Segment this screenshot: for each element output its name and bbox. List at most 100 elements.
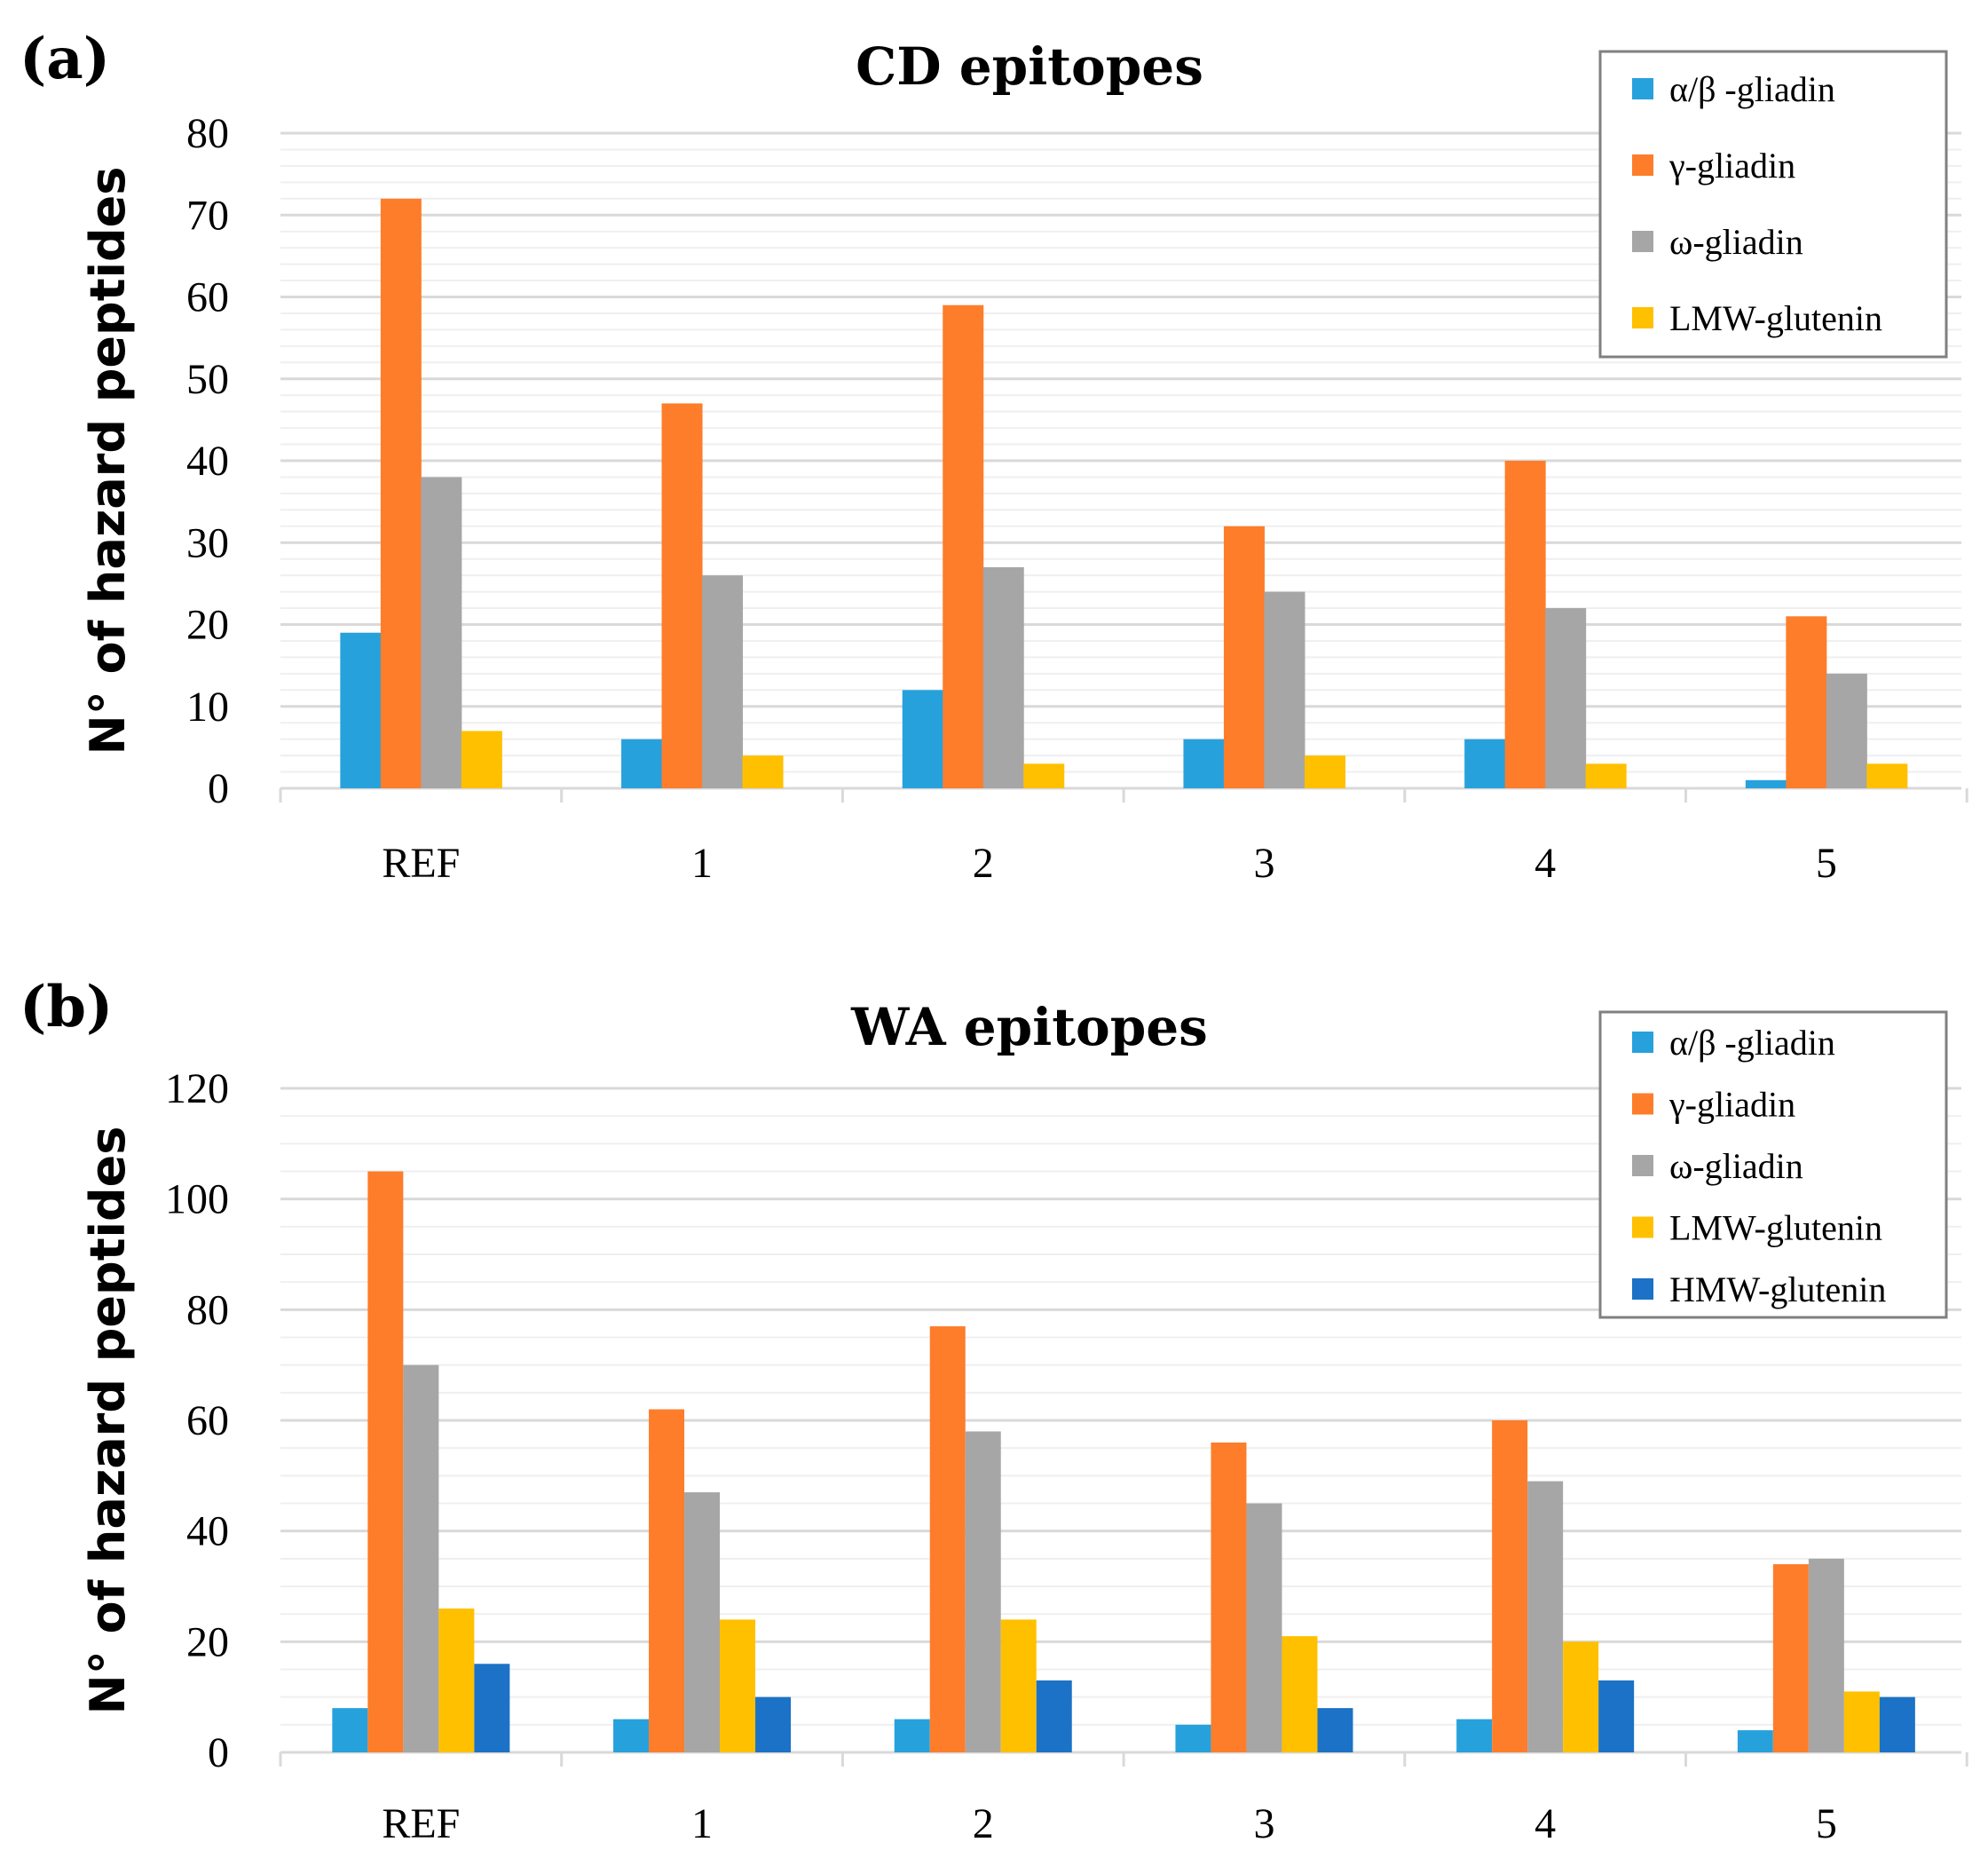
legend-label: ω-gliadin — [1669, 1146, 1803, 1186]
legend-swatch-gamma — [1632, 154, 1653, 176]
y-tick-label: 0 — [208, 765, 229, 812]
bar-lmw-5 — [1866, 763, 1908, 788]
bar-alpha_beta-3 — [1175, 1724, 1211, 1752]
bar-omega-2 — [982, 566, 1024, 788]
panel-letter: (b) — [20, 974, 113, 1040]
legend-label: ω-gliadin — [1669, 222, 1803, 262]
bar-alpha_beta-REF — [340, 632, 382, 788]
legend-swatch-gamma — [1632, 1093, 1653, 1115]
legend-label: HMW-glutenin — [1669, 1269, 1886, 1309]
y-tick-label: 50 — [186, 356, 229, 403]
x-tick-label: 3 — [1253, 1800, 1274, 1847]
bar-omega-4 — [1545, 608, 1587, 788]
legend-swatch-lmw — [1632, 307, 1653, 328]
bar-gamma-2 — [929, 1326, 966, 1752]
bar-lmw-4 — [1585, 763, 1627, 788]
bar-hmw-REF — [474, 1664, 510, 1752]
chart-title: WA epitopes — [850, 997, 1208, 1057]
bar-gamma-1 — [649, 1409, 685, 1752]
bar-omega-1 — [702, 575, 744, 788]
x-tick-label: 3 — [1253, 840, 1274, 887]
legend-swatch-alpha_beta — [1632, 1032, 1653, 1053]
chart-panel-b: (b) WA epitopes 0 20 40 60 80 100 120 N° of hazar… — [20, 974, 1968, 1847]
bar-gamma-REF — [380, 198, 422, 789]
legend-swatch-alpha_beta — [1632, 78, 1653, 99]
x-tick-label: 1 — [691, 840, 713, 887]
y-tick-label: 10 — [186, 684, 229, 731]
y-tick-label: 40 — [186, 438, 229, 485]
bar-lmw-3 — [1304, 755, 1345, 788]
bar-alpha_beta-1 — [621, 739, 663, 788]
bar-lmw-1 — [742, 755, 784, 788]
bar-omega-4 — [1527, 1481, 1564, 1752]
legend-swatch-hmw — [1632, 1278, 1653, 1300]
x-tick-label: 1 — [691, 1800, 713, 1847]
panel-letter: (a) — [20, 26, 110, 92]
bar-hmw-4 — [1598, 1680, 1635, 1752]
x-tick-label: 2 — [973, 1800, 994, 1847]
bar-alpha_beta-5 — [1745, 779, 1787, 788]
bar-lmw-5 — [1843, 1691, 1880, 1752]
bar-lmw-2 — [1000, 1619, 1037, 1752]
bar-lmw-3 — [1282, 1636, 1318, 1752]
legend-label: LMW-glutenin — [1669, 1208, 1882, 1248]
y-tick-label: 100 — [165, 1176, 229, 1223]
y-tick-label: 80 — [186, 1286, 229, 1333]
x-tick-label: 4 — [1534, 840, 1556, 887]
legend-label: LMW-glutenin — [1669, 298, 1882, 338]
legend-label: γ-gliadin — [1668, 1085, 1795, 1125]
bar-omega-5 — [1808, 1558, 1844, 1752]
bar-lmw-1 — [720, 1619, 756, 1752]
bar-alpha_beta-1 — [613, 1719, 650, 1752]
y-axis-label: N° of hazard peptides — [80, 167, 136, 755]
legend-swatch-omega — [1632, 231, 1653, 252]
bar-hmw-3 — [1317, 1708, 1353, 1752]
legend-label: γ-gliadin — [1668, 146, 1795, 186]
bar-alpha_beta-4 — [1464, 739, 1506, 788]
bar-gamma-3 — [1223, 526, 1265, 788]
y-tick-label: 70 — [186, 192, 229, 239]
x-tick-label: REF — [382, 840, 460, 887]
legend-label: α/β -gliadin — [1669, 1023, 1835, 1063]
chart-panel-a: (a) CD epitopes 0 10 20 30 40 50 60 70 80 N° of haz… — [20, 26, 1968, 887]
bar-lmw-REF — [461, 731, 502, 788]
chart-title: CD epitopes — [856, 36, 1203, 97]
bar-omega-1 — [684, 1492, 721, 1752]
legend: α/β -gliadin γ-gliadin ω-gliadin LMW-gluten… — [1598, 1010, 1948, 1319]
y-tick-label: 20 — [186, 1618, 229, 1665]
bar-omega-3 — [1264, 591, 1306, 788]
legend-swatch-lmw — [1632, 1216, 1653, 1238]
legend-box — [1598, 50, 1948, 359]
y-tick-label: 30 — [186, 519, 229, 566]
bar-hmw-2 — [1036, 1680, 1072, 1752]
bar-omega-REF — [421, 477, 462, 788]
bar-alpha_beta-4 — [1456, 1719, 1493, 1752]
bar-gamma-2 — [943, 304, 984, 789]
bar-alpha_beta-5 — [1737, 1730, 1773, 1752]
x-tick-label: 5 — [1816, 1800, 1837, 1847]
y-axis-label: N° of hazard peptides — [80, 1127, 136, 1715]
bar-hmw-1 — [755, 1696, 792, 1752]
bar-alpha_beta-REF — [332, 1708, 368, 1752]
y-tick-label: 20 — [186, 602, 229, 649]
x-tick-label: 4 — [1534, 1800, 1556, 1847]
legend-swatch-omega — [1632, 1155, 1653, 1176]
bar-gamma-5 — [1786, 616, 1827, 788]
legend-box — [1598, 1010, 1948, 1319]
y-tick-label: 120 — [165, 1065, 229, 1112]
bar-gamma-5 — [1772, 1564, 1809, 1752]
y-tick-label: 60 — [186, 1397, 229, 1444]
bar-gamma-1 — [661, 403, 703, 788]
y-tick-label: 60 — [186, 274, 229, 321]
bar-lmw-REF — [438, 1608, 475, 1752]
legend: α/β -gliadin γ-gliadin ω-gliadin LMW-gluten… — [1598, 50, 1948, 359]
bar-lmw-4 — [1563, 1641, 1599, 1752]
x-tick-label: 5 — [1816, 840, 1837, 887]
bar-alpha_beta-2 — [894, 1719, 930, 1752]
bar-omega-5 — [1826, 673, 1867, 788]
y-tick-label: 80 — [186, 110, 229, 157]
bar-omega-REF — [403, 1364, 439, 1752]
legend-label: α/β -gliadin — [1669, 69, 1835, 109]
y-tick-label: 40 — [186, 1508, 229, 1555]
